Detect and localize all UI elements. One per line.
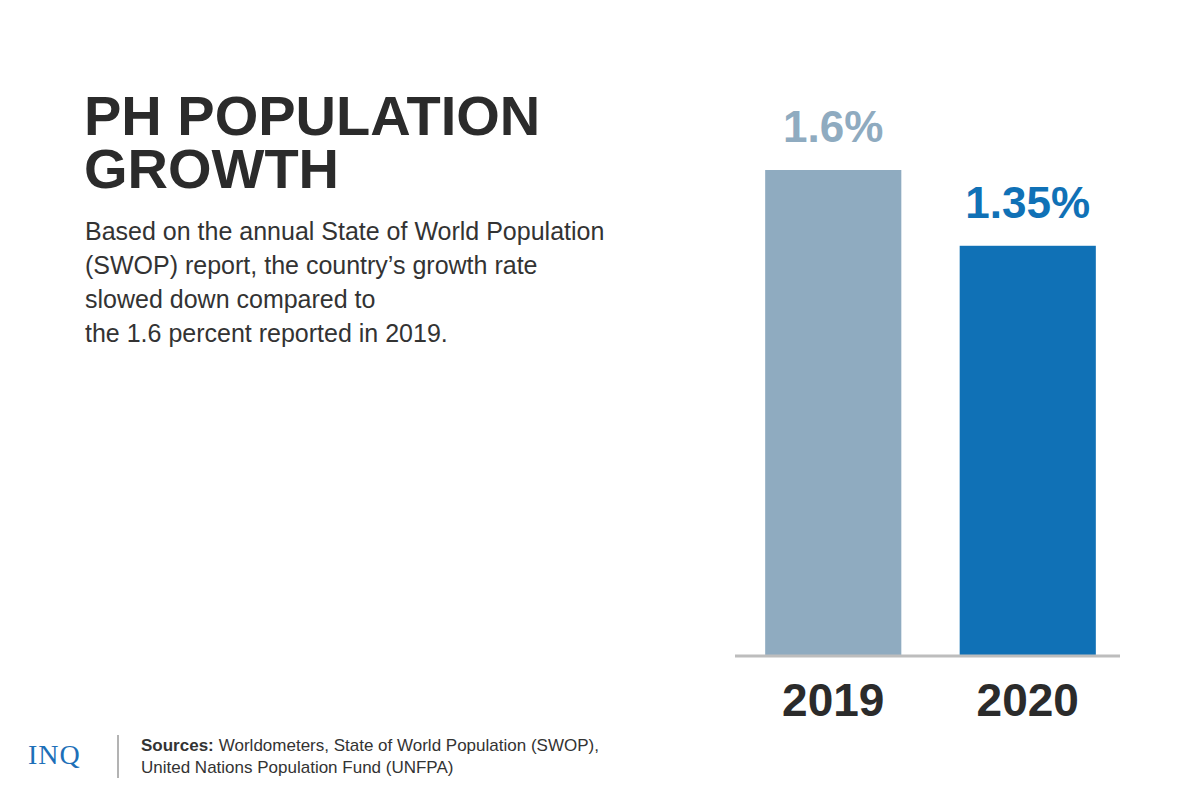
source-label: Sources: <box>141 736 214 755</box>
source-line: Sources: Worldometers, State of World Pop… <box>141 736 599 755</box>
subtitle-line: (SWOP) report, the country’s growth rate <box>85 251 537 279</box>
bars <box>765 170 1096 655</box>
source-text: Worldometers, State of World Population … <box>219 736 599 755</box>
separator <box>117 735 119 778</box>
chart-svg: PH POPULATIONGROWTH Based on the annual S… <box>0 0 1200 800</box>
axis-line <box>735 655 1120 658</box>
title-line: GROWTH <box>84 137 339 200</box>
source-text: United Nations Population Fund (UNFPA) <box>141 758 453 777</box>
subtitle-line: the 1.6 percent reported in 2019. <box>85 319 448 347</box>
chart-root: PH POPULATIONGROWTH Based on the annual S… <box>0 0 1200 800</box>
subtitle-line: slowed down compared to <box>85 285 375 313</box>
bar <box>960 246 1096 655</box>
data-label: 1.6% <box>783 102 883 151</box>
title: PH POPULATIONGROWTH <box>84 84 540 200</box>
subtitle-line: Based on the annual State of World Popul… <box>85 217 604 245</box>
category-label: 2019 <box>782 674 884 726</box>
category-label: 2020 <box>977 674 1079 726</box>
bar <box>765 170 901 655</box>
data-label: 1.35% <box>965 178 1090 227</box>
brand: INQ <box>28 739 81 770</box>
background <box>0 0 1200 800</box>
